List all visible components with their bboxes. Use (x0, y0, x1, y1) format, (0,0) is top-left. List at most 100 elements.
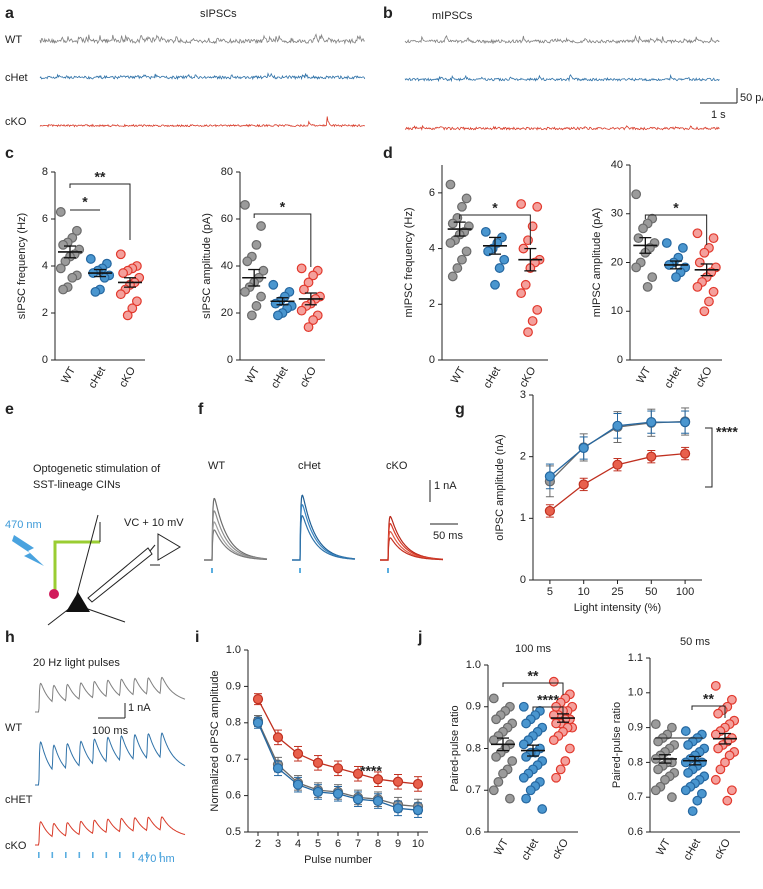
point (551, 772, 561, 783)
x-tick-label: cHet (481, 365, 503, 391)
y-tick-label: 20 (611, 256, 623, 268)
point (679, 417, 691, 428)
scale-label: 50 ms (433, 530, 463, 542)
panel-letter: i (195, 629, 199, 646)
point (332, 763, 344, 774)
x-tick-label: 25 (611, 586, 623, 598)
sig-label: **** (537, 692, 559, 708)
trace-label: WT (5, 722, 22, 734)
y-axis-label: Paired-pulse ratio (611, 702, 623, 788)
point (332, 788, 344, 799)
amplifier (157, 533, 181, 561)
trace-label: WT (208, 460, 225, 472)
point (532, 304, 543, 315)
sig-bracket (644, 214, 708, 245)
point (498, 768, 508, 779)
panel-letter: b (383, 5, 393, 22)
point (713, 743, 723, 754)
point (452, 263, 463, 273)
point (273, 310, 283, 321)
x-tick-label: cKO (712, 837, 733, 862)
point (246, 310, 257, 321)
sig-label: * (82, 194, 88, 210)
point (715, 764, 726, 775)
point (58, 239, 68, 250)
sig-bracket (705, 427, 713, 488)
point (710, 729, 721, 740)
wire (149, 544, 156, 552)
sig-bracket (69, 183, 131, 240)
point (240, 199, 250, 210)
point (392, 776, 404, 787)
synapse (49, 589, 59, 599)
trace (292, 515, 355, 561)
point (122, 310, 133, 321)
y-tick-label: 0.6 (226, 790, 241, 802)
sig-label: * (673, 200, 679, 216)
point (491, 714, 502, 725)
point (527, 316, 538, 326)
scale-label: 1 nA (434, 480, 457, 492)
y-tick-label: 40 (221, 260, 233, 272)
sig-bracket (691, 705, 726, 718)
point (507, 756, 518, 766)
x-tick-label: 4 (295, 838, 301, 850)
light-label: 470 nm (5, 519, 42, 531)
trace (39, 33, 366, 45)
point (352, 794, 364, 805)
light-pulse (211, 568, 213, 573)
sig-label: * (280, 199, 286, 215)
x-tick-label: cKO (694, 365, 715, 390)
trace (404, 34, 720, 45)
x-tick-label: WT (449, 365, 468, 386)
point (491, 751, 502, 762)
trace-label: cKO (5, 840, 27, 852)
sig-label: ** (528, 668, 539, 684)
point (272, 732, 284, 743)
point (412, 778, 424, 790)
y-axis-label: mIPSC frequency (Hz) (403, 207, 415, 317)
point (680, 757, 691, 768)
panel-letter: a (5, 5, 14, 22)
trace (380, 537, 443, 561)
panel-title: Optogenetic stimulation of (33, 463, 161, 475)
point (292, 748, 304, 759)
point (578, 442, 589, 454)
point (516, 199, 527, 209)
x-tick-label: 3 (275, 838, 281, 850)
point (612, 459, 623, 470)
point (650, 719, 661, 730)
trace (204, 529, 267, 561)
y-tick-label: 1.0 (226, 644, 241, 656)
point (692, 281, 703, 292)
point (518, 739, 529, 750)
point (251, 239, 262, 250)
light-pulse (159, 852, 162, 858)
panel-letter: h (5, 629, 15, 646)
point (445, 179, 456, 190)
point (631, 262, 642, 273)
point (710, 680, 721, 691)
x-tick-label: cHet (662, 365, 684, 391)
light-pulse (299, 568, 301, 573)
point (537, 804, 548, 814)
point (638, 223, 648, 234)
trace (292, 504, 356, 561)
pipette (87, 547, 153, 603)
point (296, 305, 307, 316)
panel-letter: j (417, 629, 422, 646)
trace-label: cHET (5, 794, 33, 806)
point (646, 451, 657, 462)
point (256, 291, 266, 302)
point (493, 777, 504, 787)
point (256, 221, 266, 231)
point (494, 263, 505, 273)
light-pulse (51, 852, 54, 858)
point (115, 249, 126, 260)
point (312, 757, 324, 768)
sig-label: **** (360, 763, 382, 779)
panel-letter: e (5, 401, 14, 418)
y-tick-label: 0 (429, 354, 435, 366)
point (461, 193, 472, 204)
x-tick-label: WT (635, 365, 654, 386)
